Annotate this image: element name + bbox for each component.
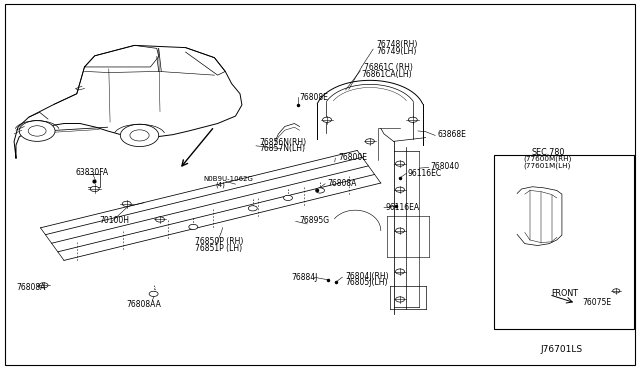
- Text: N0B9U-1062G: N0B9U-1062G: [204, 176, 253, 182]
- Text: 76749(LH): 76749(LH): [376, 47, 417, 56]
- Bar: [494, 155, 634, 329]
- Circle shape: [612, 289, 620, 293]
- Circle shape: [19, 121, 55, 141]
- Circle shape: [122, 201, 131, 206]
- Text: 76857N(LH): 76857N(LH): [259, 144, 305, 153]
- Text: 768040: 768040: [430, 162, 460, 171]
- Text: 76895G: 76895G: [300, 216, 330, 225]
- Text: 76800E: 76800E: [338, 153, 367, 162]
- Circle shape: [396, 297, 404, 302]
- Text: 76851P (LH): 76851P (LH): [195, 244, 243, 253]
- Text: 76075E: 76075E: [582, 298, 612, 307]
- Text: 76850P (RH): 76850P (RH): [195, 237, 244, 246]
- Circle shape: [396, 161, 404, 166]
- Text: 76805J(LH): 76805J(LH): [346, 278, 388, 287]
- Circle shape: [408, 117, 417, 122]
- Circle shape: [130, 130, 149, 141]
- Text: J76701LS: J76701LS: [541, 345, 583, 354]
- Circle shape: [39, 283, 48, 288]
- Circle shape: [189, 224, 198, 230]
- Circle shape: [365, 139, 374, 144]
- Text: 63830FA: 63830FA: [76, 168, 109, 177]
- Text: 76884J: 76884J: [291, 273, 317, 282]
- Text: (77600M(RH): (77600M(RH): [524, 156, 572, 163]
- Circle shape: [28, 126, 46, 136]
- Circle shape: [156, 217, 164, 222]
- Circle shape: [396, 269, 404, 274]
- Text: 76856N(RH): 76856N(RH): [259, 138, 307, 147]
- Circle shape: [149, 291, 158, 296]
- Text: 76861CA(LH): 76861CA(LH): [362, 70, 412, 79]
- Text: 76808A: 76808A: [328, 179, 357, 187]
- Text: 96116EC: 96116EC: [408, 169, 442, 178]
- Circle shape: [396, 228, 404, 233]
- Text: 76808AA: 76808AA: [127, 300, 161, 309]
- Circle shape: [323, 117, 332, 122]
- Text: 76808A: 76808A: [16, 283, 45, 292]
- Text: SEC.780: SEC.780: [531, 148, 564, 157]
- Circle shape: [316, 188, 324, 193]
- Circle shape: [284, 195, 292, 201]
- Text: 76861C (RH): 76861C (RH): [364, 63, 412, 72]
- Text: 76808E: 76808E: [300, 93, 328, 102]
- Text: 76748(RH): 76748(RH): [376, 40, 418, 49]
- Text: 63868E: 63868E: [437, 130, 466, 139]
- Text: 96116EA: 96116EA: [386, 203, 420, 212]
- Circle shape: [248, 206, 257, 211]
- Circle shape: [396, 187, 404, 192]
- Circle shape: [120, 124, 159, 147]
- Text: 70100H: 70100H: [99, 216, 129, 225]
- Text: 76804J(RH): 76804J(RH): [346, 272, 389, 280]
- Text: FRONT: FRONT: [552, 289, 579, 298]
- Text: (4): (4): [215, 182, 225, 188]
- Circle shape: [90, 186, 99, 192]
- Text: (77601M(LH): (77601M(LH): [524, 162, 571, 169]
